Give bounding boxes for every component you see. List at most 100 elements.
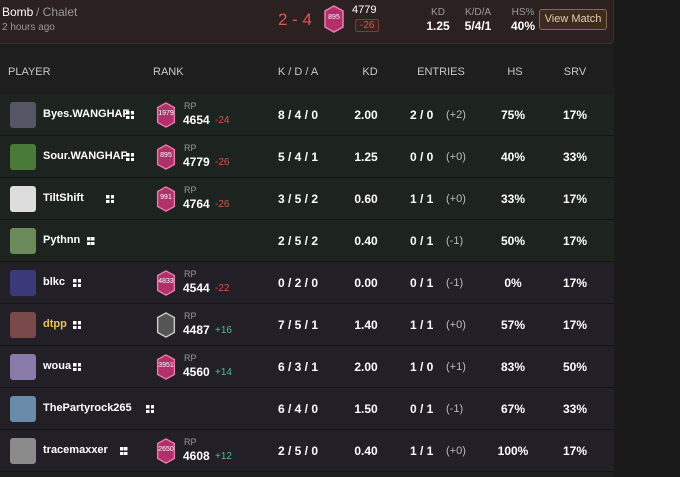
windows-icon <box>73 363 82 371</box>
hs: 0% <box>504 276 522 290</box>
rp-label: RP <box>184 311 197 321</box>
rp-delta: -26 <box>215 199 230 210</box>
srv: 17% <box>562 192 588 206</box>
windows-icon <box>126 111 135 119</box>
srv: 17% <box>562 444 588 458</box>
badge-shape <box>156 102 176 128</box>
srv: 33% <box>562 150 588 164</box>
stat-label: K/D/A <box>464 7 492 18</box>
rp-delta: +14 <box>215 367 232 378</box>
rank-badge: 3951 <box>156 354 176 380</box>
badge-shape <box>156 438 176 464</box>
windows-icon <box>106 195 115 203</box>
match-card <box>0 0 614 44</box>
entries: 0 / 1 <box>410 234 434 248</box>
player-name: tracemaxxer <box>43 444 108 456</box>
srv: 17% <box>562 108 588 122</box>
column-header: ENTRIES <box>417 66 465 78</box>
entries-diff: (+0) <box>446 193 466 205</box>
kd: 1.40 <box>354 318 378 332</box>
stat-value: 1.25 <box>426 19 450 33</box>
player-name: dtpp <box>43 318 67 330</box>
avatar <box>10 270 36 296</box>
player-name: Sour.WANGHAF <box>43 150 128 162</box>
rank-badge: 991 <box>156 186 176 212</box>
entries: 1 / 0 <box>410 360 434 374</box>
score: 2 - 4 <box>278 10 313 29</box>
table-row: tracemaxxer 2650 RP 4608 +12 2 / 5 / 0 0.40 1 /… <box>0 430 614 472</box>
windows-icon <box>146 405 154 413</box>
rp-label: RP <box>184 437 197 447</box>
map: / Chalet <box>36 5 78 19</box>
view-match-button[interactable]: View Match <box>539 9 607 30</box>
badge-shape <box>156 144 176 170</box>
player-name: Byes.WANGHAF <box>43 108 130 120</box>
rp: 4608 <box>183 449 210 463</box>
hs: 83% <box>500 360 526 374</box>
srv: 33% <box>562 402 588 416</box>
rp-label: RP <box>184 143 197 153</box>
stat-label: HS% <box>511 7 535 18</box>
rp: 4654 <box>183 113 210 127</box>
badge-number: 1979 <box>158 110 174 117</box>
avatar <box>10 186 36 212</box>
kda: 8 / 4 / 0 <box>277 108 319 122</box>
avatar <box>10 102 36 128</box>
rank-badge: 1979 <box>156 102 176 128</box>
column-header: SRV <box>563 66 587 78</box>
rp-delta: -26 <box>215 157 230 168</box>
column-header: RANK <box>153 66 184 78</box>
kd: 1.50 <box>354 402 378 416</box>
srv: 17% <box>562 318 588 332</box>
table-row: Byes.WANGHAF 1979 RP 4654 -24 8 / 4 / 0 2.00 2 … <box>0 94 614 136</box>
windows-icon <box>73 279 82 287</box>
avatar <box>10 396 36 422</box>
rp: 4779 <box>352 4 377 16</box>
player-name: TiltShift <box>43 192 84 204</box>
entries: 0 / 0 <box>410 150 434 164</box>
avatar <box>10 354 36 380</box>
srv: 17% <box>562 276 588 290</box>
entries: 0 / 1 <box>410 276 434 290</box>
rp-delta: -24 <box>215 115 230 126</box>
table-row: Pythnn 2 / 5 / 2 0.40 0 / 1 (-1) 50% 17% <box>0 220 614 262</box>
rp-delta: -22 <box>215 283 230 294</box>
stat-label: KD <box>431 7 445 18</box>
rank-badge: 4833 <box>156 270 176 296</box>
rank-badge: 895 <box>156 144 176 170</box>
windows-icon <box>73 321 82 329</box>
windows-icon <box>86 237 95 245</box>
table-row: ThePartyrock265 6 / 4 / 0 1.50 0 / 1 (-1) 67%… <box>0 388 614 430</box>
kda: 6 / 4 / 0 <box>277 402 319 416</box>
entries-diff: (-1) <box>446 403 464 415</box>
kda: 5 / 4 / 1 <box>277 150 319 164</box>
rp-label: RP <box>184 353 197 363</box>
entries: 1 / 1 <box>410 444 434 458</box>
kd: 0.40 <box>354 234 378 248</box>
column-header: K / D / A <box>277 66 319 78</box>
badge-shape <box>156 354 176 380</box>
avatar <box>10 228 36 254</box>
badge-number: 3951 <box>158 362 174 369</box>
hs: 40% <box>500 150 526 164</box>
entries-diff: (+0) <box>446 319 466 331</box>
table-row: blkc 4833 RP 4544 -22 0 / 2 / 0 0.00 0 / 1 (-1) 0… <box>0 262 614 304</box>
kda: 2 / 5 / 2 <box>277 234 319 248</box>
rp-delta: +12 <box>215 451 232 462</box>
rp: 4487 <box>183 323 210 337</box>
entries-diff: (+2) <box>446 109 466 121</box>
entries-diff: (+0) <box>446 151 466 163</box>
entries: 1 / 1 <box>410 318 434 332</box>
kd: 0.40 <box>354 444 378 458</box>
mode: Bomb <box>2 5 34 19</box>
kd: 2.00 <box>354 360 378 374</box>
badge-shape <box>324 5 344 33</box>
rp-label: RP <box>184 101 197 111</box>
rp: 4560 <box>183 365 210 379</box>
rp-label: RP <box>184 185 197 195</box>
hs: 57% <box>500 318 526 332</box>
player-name: ThePartyrock265 <box>43 402 132 414</box>
time: 2 hours ago <box>2 22 55 33</box>
badge-number: 2650 <box>158 446 174 453</box>
rp-label: RP <box>184 269 197 279</box>
